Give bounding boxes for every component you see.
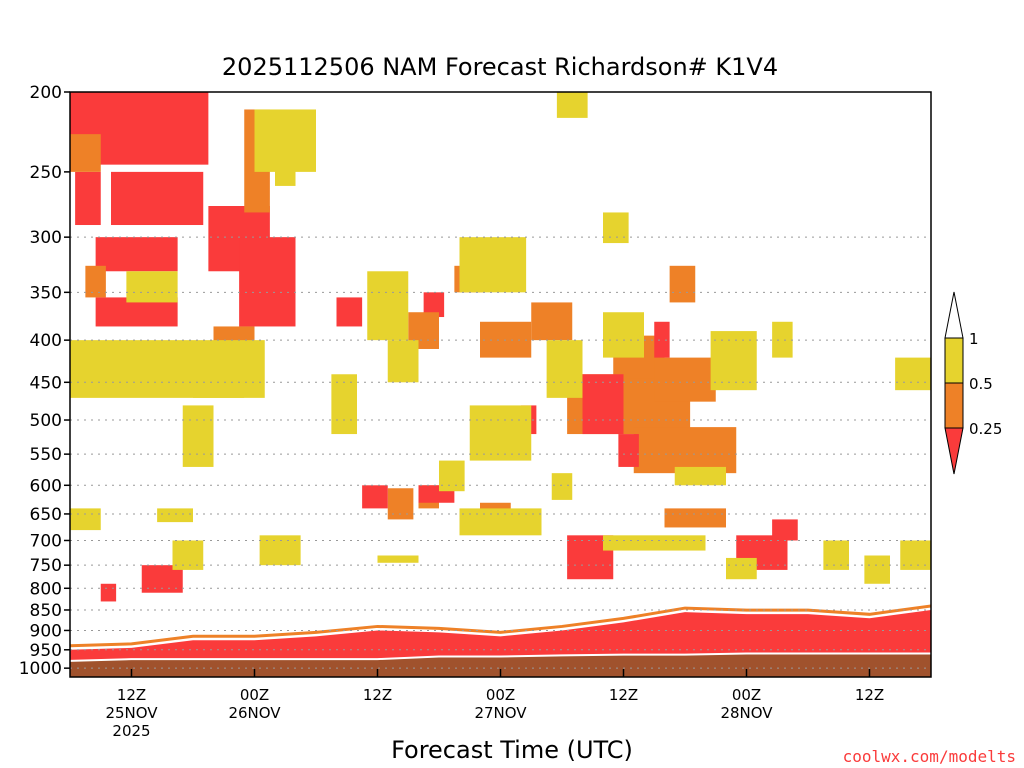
ri-cell-low <box>111 171 204 226</box>
richardson-cells <box>70 92 931 602</box>
ri-cell-mid <box>664 508 726 528</box>
ri-cell-high <box>726 557 757 580</box>
ri-cell-high <box>603 212 629 244</box>
ri-cell-low <box>582 374 624 435</box>
x-tick-label: 00Z <box>732 686 761 704</box>
ri-cell-high <box>367 271 409 341</box>
ri-cell-high <box>331 374 357 435</box>
y-tick-label: 550 <box>30 445 62 465</box>
ri-cell-mid <box>70 134 101 172</box>
ri-cell-low <box>239 237 296 327</box>
y-tick-label: 750 <box>30 556 62 576</box>
legend-swatch <box>944 337 964 384</box>
ri-cell-high <box>772 321 793 358</box>
y-tick-label: 500 <box>30 411 62 431</box>
chart-title: 2025112506 NAM Forecast Richardson# K1V4 <box>222 53 778 81</box>
x-tick-label: 00Z <box>486 686 515 704</box>
ri-cell-high <box>895 357 931 391</box>
ri-cell-low <box>654 321 670 358</box>
ri-cell-low <box>423 292 445 318</box>
x-tick-label: 00Z <box>240 686 269 704</box>
boundary-layer <box>70 604 931 677</box>
ri-cell-high <box>172 540 204 570</box>
x-tick-label: 2025 <box>112 722 150 740</box>
y-tick-label: 200 <box>30 83 62 103</box>
ri-cell-mid <box>633 427 737 474</box>
ri-cell-mid <box>654 357 716 402</box>
y-tick-label: 300 <box>30 228 62 248</box>
ri-cell-low <box>362 485 388 509</box>
x-tick-label: 12Z <box>609 686 638 704</box>
ri-cell-high <box>157 508 193 523</box>
legend-swatch <box>944 382 964 429</box>
x-tick-label: 28NOV <box>720 704 773 722</box>
ri-cell-low <box>336 297 363 327</box>
y-tick-label: 450 <box>30 373 62 393</box>
ground-edge-line <box>70 652 931 662</box>
legend-label: 0.5 <box>969 375 993 393</box>
x-tick-label: 12Z <box>855 686 884 704</box>
color-legend: 1 0.5 0.25 <box>944 291 1002 475</box>
legend-bottom-arrow <box>944 427 964 475</box>
ri-cell-mid <box>669 265 696 303</box>
y-tick-label: 400 <box>30 331 62 351</box>
y-tick-label: 900 <box>30 621 62 641</box>
ri-cell-high <box>556 92 588 118</box>
ri-cell-low <box>75 171 101 226</box>
ri-cell-high <box>469 405 532 461</box>
y-axis-ticks: 200 250 300 350 400 450 500 550 600 650 700 750 8008… <box>19 83 70 679</box>
ri-cell-high <box>674 466 726 486</box>
x-tick-label: 12Z <box>117 686 146 704</box>
y-tick-label: 600 <box>30 476 62 496</box>
ri-cell-low <box>100 583 117 602</box>
legend-top-arrow <box>944 291 964 339</box>
x-tick-label: 25NOV <box>105 704 158 722</box>
x-tick-label: 27NOV <box>474 704 527 722</box>
ri-cell-high <box>603 535 706 551</box>
plot-area <box>69 91 932 678</box>
ri-cell-high <box>459 237 527 293</box>
ri-cell-high <box>459 508 542 536</box>
ri-cell-mid <box>531 302 573 341</box>
ri-cell-mid <box>387 488 414 520</box>
ri-cell-high <box>193 353 245 398</box>
source-credit: coolwx.com/modelts <box>843 747 1016 766</box>
y-tick-label: 1000 <box>19 659 62 679</box>
ri-cell-low <box>618 434 639 467</box>
ri-cell-high <box>546 340 583 398</box>
ri-cell-high <box>551 473 573 500</box>
ri-cell-high <box>126 271 178 303</box>
ri-cell-high <box>710 331 757 391</box>
ri-cell-high <box>864 555 890 584</box>
ri-cell-low <box>772 519 798 541</box>
legend-label: 1 <box>969 330 979 348</box>
legend-label: 0.25 <box>969 420 1002 438</box>
ri-cell-high <box>387 340 419 383</box>
y-tick-label: 350 <box>30 283 62 303</box>
ri-cell-high <box>182 405 214 467</box>
ri-cell-high <box>259 535 301 566</box>
ri-cell-high <box>377 555 419 563</box>
boundary-layer-orange-edge <box>70 604 931 648</box>
ri-cell-low <box>95 237 178 272</box>
y-tick-label: 850 <box>30 601 62 621</box>
ri-cell-mid <box>85 265 106 298</box>
y-tick-label: 700 <box>30 531 62 551</box>
ri-cell-high <box>603 312 644 358</box>
ri-cell-high <box>439 460 465 492</box>
y-tick-label: 250 <box>30 163 62 183</box>
y-tick-label: 950 <box>30 641 62 661</box>
x-tick-label: 26NOV <box>228 704 281 722</box>
ri-cell-high <box>275 142 296 186</box>
x-axis-label: Forecast Time (UTC) <box>391 736 633 764</box>
y-tick-label: 650 <box>30 505 62 525</box>
y-tick-label: 800 <box>30 579 62 599</box>
ri-cell-high <box>70 508 101 531</box>
x-tick-label: 12Z <box>363 686 392 704</box>
